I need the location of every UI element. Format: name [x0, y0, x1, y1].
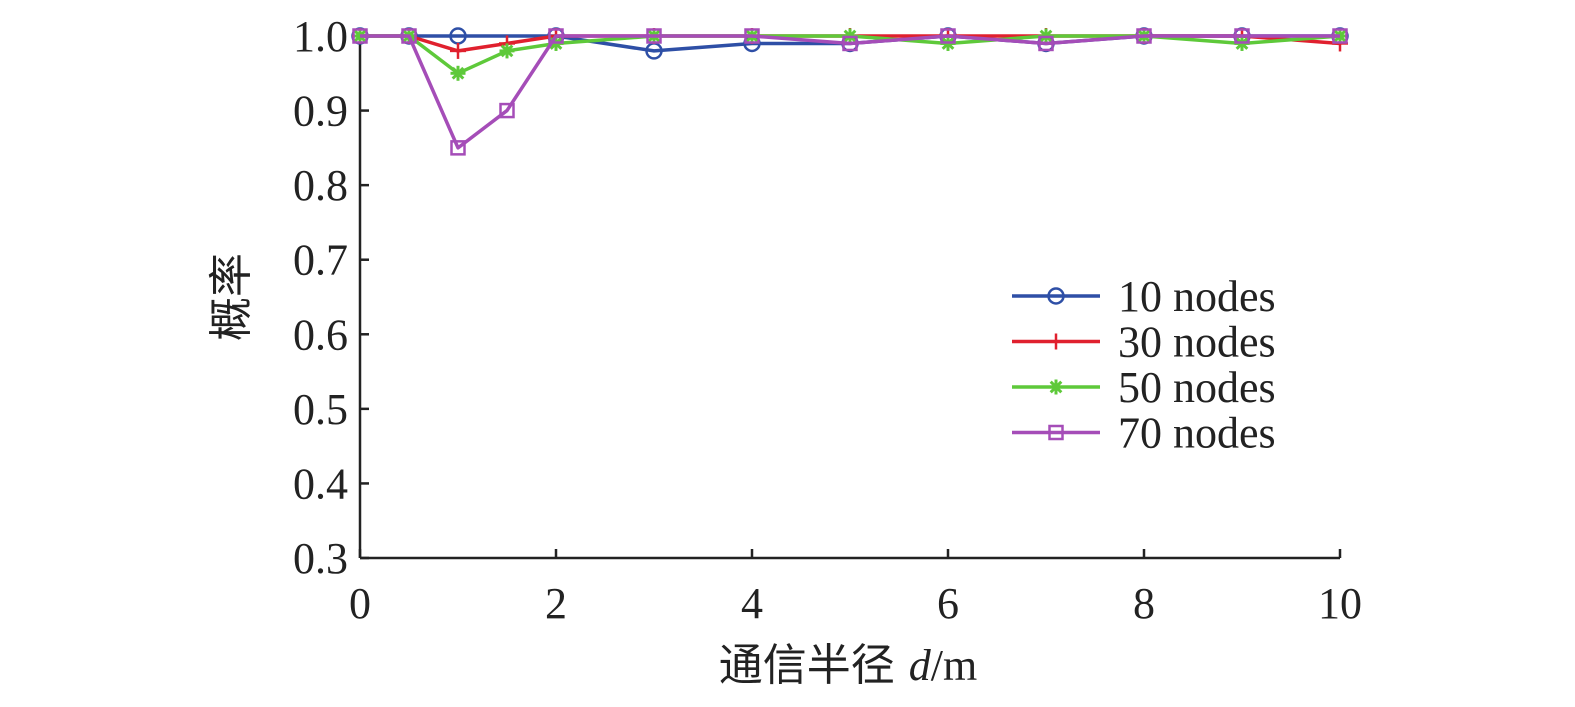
x-axis-title: 通信半径 d/m	[719, 640, 977, 691]
legend-item: 10 nodes	[1012, 272, 1276, 321]
x-tick-label: 10	[1318, 579, 1362, 628]
y-tick-label: 0.5	[293, 385, 348, 434]
data-point	[842, 35, 858, 52]
legend-label: 50 nodes	[1118, 363, 1276, 412]
legend-item: 50 nodes	[1012, 363, 1276, 412]
data-point	[450, 42, 466, 59]
x-axis-title-variable: d	[909, 641, 932, 690]
y-tick-label: 0.4	[293, 459, 348, 508]
legend-marker	[1048, 424, 1064, 441]
data-point	[646, 28, 662, 44]
data-point	[1332, 28, 1348, 44]
data-point	[1136, 28, 1152, 44]
x-axis-title-text: 通信半径	[719, 640, 909, 691]
series-layer	[351, 27, 1349, 156]
data-point	[499, 102, 515, 119]
y-tick-label: 0.6	[293, 310, 348, 359]
legend-item: 70 nodes	[1012, 409, 1276, 458]
data-point	[352, 28, 368, 44]
data-point	[1234, 28, 1250, 44]
legend-label: 70 nodes	[1118, 409, 1276, 458]
y-tick-label: 0.3	[293, 534, 348, 583]
data-point	[548, 28, 564, 44]
series-line	[360, 34, 1340, 150]
x-tick-label: 0	[349, 579, 371, 628]
y-tick-label: 0.8	[293, 161, 348, 210]
x-tick-label: 4	[741, 579, 763, 628]
axes: 1.0 0.9 0.8 0.7 0.6 0.5 0.4 0.30 2 4 6 8 10	[293, 12, 1362, 628]
legend-item: 30 nodes	[1012, 318, 1276, 367]
y-axis-title: 概率	[206, 253, 257, 341]
data-point	[744, 28, 760, 44]
data-point	[1038, 35, 1054, 52]
x-tick-label: 8	[1133, 579, 1155, 628]
y-tick-label: 0.7	[293, 236, 348, 285]
legend-marker	[1048, 333, 1064, 350]
y-tick-label: 1.0	[293, 12, 348, 61]
data-point	[450, 140, 466, 156]
y-tick-label: 0.9	[293, 87, 348, 136]
legend-marker	[1047, 287, 1065, 305]
x-tick-label: 2	[545, 579, 567, 628]
legend-label: 30 nodes	[1118, 318, 1276, 367]
legend-label: 10 nodes	[1118, 272, 1276, 321]
data-point	[940, 28, 956, 44]
data-point	[450, 65, 466, 81]
x-tick-label: 6	[937, 579, 959, 628]
data-point	[401, 28, 417, 44]
x-axis-title-unit: /m	[931, 641, 977, 690]
series-3	[352, 28, 1348, 156]
legend-marker	[1048, 379, 1064, 395]
data-point	[499, 43, 515, 59]
